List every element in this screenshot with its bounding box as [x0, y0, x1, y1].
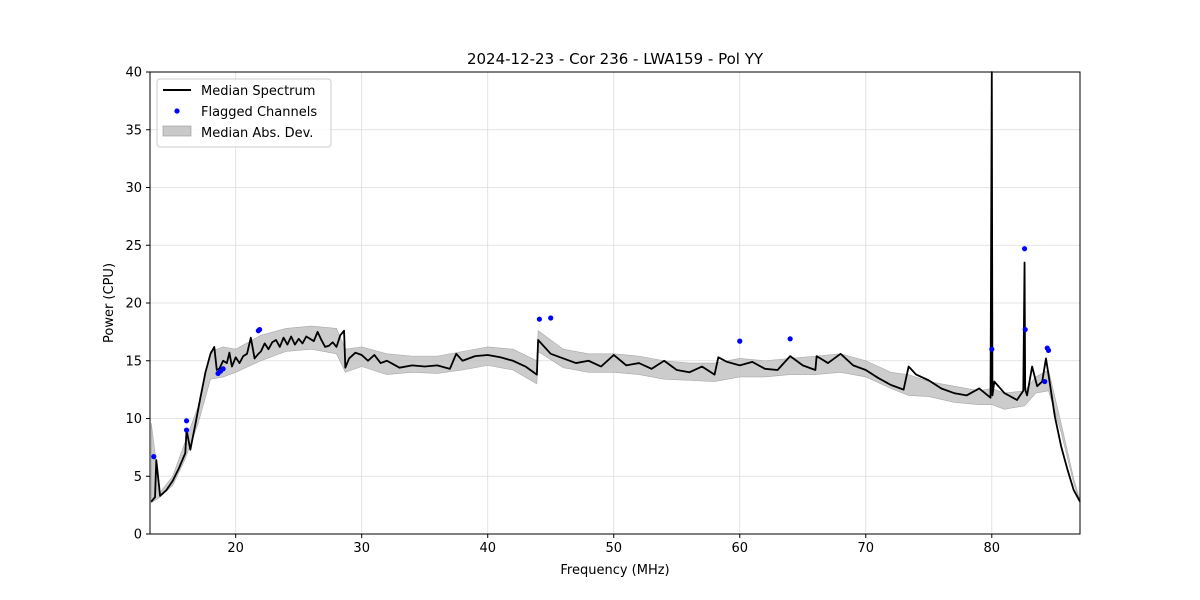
y-tick-label: 10	[125, 412, 142, 427]
y-axis-ticks: 0 5 10 15 20 25 30 35 40	[125, 66, 150, 543]
grid	[150, 71, 1080, 535]
flagged-channel-point	[548, 315, 554, 321]
legend-flagged-swatch	[174, 108, 180, 114]
y-tick-label: 35	[125, 123, 142, 138]
flagged-channel-point	[220, 366, 226, 372]
y-tick-label: 0	[134, 528, 142, 543]
legend-mad-swatch	[162, 125, 192, 137]
chart-title: 2024-12-23 - Cor 236 - LWA159 - Pol YY	[467, 50, 764, 68]
legend-flagged-label: Flagged Channels	[201, 105, 317, 120]
flagged-channel-point	[989, 346, 995, 352]
y-tick-label: 25	[125, 239, 142, 254]
flagged-points-layer	[151, 246, 1052, 460]
x-tick-label: 30	[353, 541, 370, 556]
x-tick-label: 50	[605, 541, 622, 556]
x-tick-label: 70	[857, 541, 874, 556]
flagged-channel-point	[151, 454, 157, 460]
legend-median-label: Median Spectrum	[201, 84, 315, 99]
y-tick-label: 20	[125, 297, 142, 312]
x-axis-ticks: 20 30 40 50 60 70 80	[227, 534, 1000, 556]
y-axis-label: Power (CPU)	[102, 263, 117, 343]
flagged-channel-point	[536, 316, 542, 322]
flagged-channel-point	[183, 418, 190, 424]
y-tick-label: 15	[125, 354, 142, 369]
y-tick-label: 40	[125, 66, 142, 81]
legend: Median Spectrum Flagged Channels Median …	[156, 78, 332, 148]
legend-box	[156, 78, 332, 148]
x-tick-label: 60	[731, 541, 748, 556]
x-tick-label: 80	[984, 541, 1001, 556]
flagged-channel-point	[1022, 326, 1028, 333]
x-axis-label: Frequency (MHz)	[560, 563, 669, 578]
flagged-channel-point	[1042, 378, 1048, 385]
flagged-channel-point	[1045, 347, 1052, 353]
flagged-channel-point	[183, 427, 190, 433]
flagged-channel-point	[787, 336, 793, 342]
flagged-channel-point	[1021, 246, 1028, 252]
flagged-channel-point	[737, 338, 743, 344]
x-tick-label: 20	[227, 541, 244, 556]
x-tick-label: 40	[479, 541, 496, 556]
median-spectrum-line	[150, 71, 1081, 503]
median-line-layer	[150, 71, 1081, 503]
y-tick-label: 5	[134, 470, 142, 485]
flagged-channel-point	[257, 326, 263, 333]
legend-mad-label: Median Abs. Dev.	[201, 126, 313, 141]
y-tick-label: 30	[125, 181, 142, 196]
